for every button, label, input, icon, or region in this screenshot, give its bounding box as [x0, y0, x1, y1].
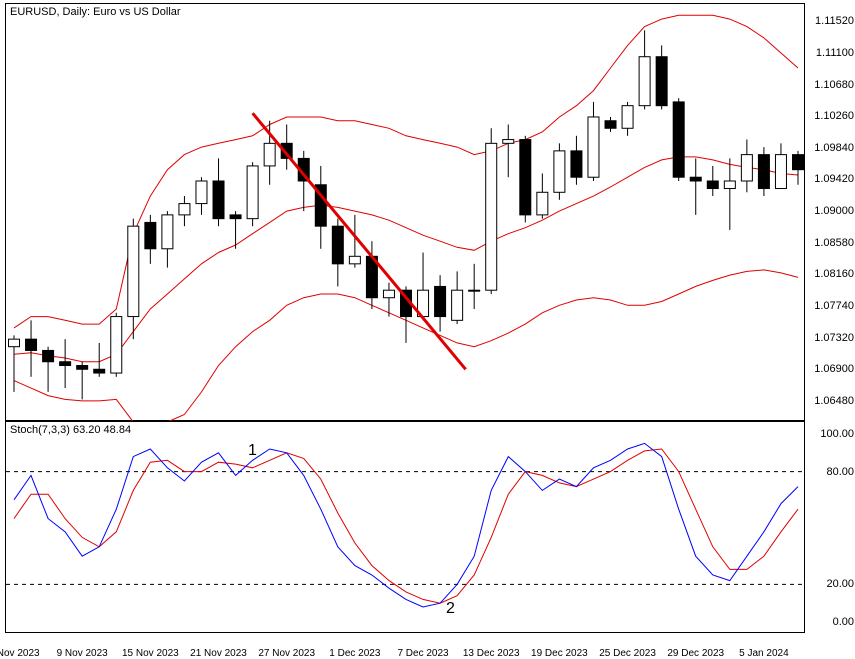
annotation-label: 1	[248, 442, 257, 460]
yaxis-tick-label: 0.00	[833, 616, 854, 628]
yaxis-tick-label: 1.08580	[814, 237, 854, 249]
candle-body	[332, 226, 343, 264]
candle-body	[605, 121, 616, 129]
candle-body	[639, 57, 650, 106]
candle-body	[26, 339, 37, 350]
candle-body	[793, 155, 804, 170]
candle-body	[741, 155, 752, 181]
candle-body	[77, 366, 88, 370]
yaxis-tick-label: 1.09840	[814, 142, 854, 154]
yaxis-tick-label: 100.00	[820, 428, 854, 440]
candle-body	[128, 226, 139, 316]
yaxis-tick-label: 20.00	[826, 578, 854, 590]
candle-body	[724, 181, 735, 189]
yaxis-tick-label: 80.00	[826, 466, 854, 478]
candle-body	[162, 215, 173, 249]
yaxis-tick-label: 1.07320	[814, 332, 854, 344]
yaxis-tick-label: 1.09420	[814, 173, 854, 185]
candle-body	[9, 339, 20, 347]
yaxis-tick-label: 1.11100	[816, 47, 854, 59]
candle-body	[452, 290, 463, 320]
yaxis-tick-label: 1.08160	[814, 268, 854, 280]
candle-body	[486, 143, 497, 290]
candle-body	[707, 181, 718, 189]
candle-body	[758, 155, 769, 189]
price-yaxis: 1.06480 1.06900 1.07320 1.07740 1.08160 1.085…	[806, 4, 854, 420]
yaxis-tick-label: 1.10680	[814, 79, 854, 91]
candle-body	[673, 102, 684, 177]
candle-body	[503, 140, 514, 144]
candle-body	[179, 204, 190, 215]
candle-body	[213, 181, 224, 219]
candle-body	[230, 215, 241, 219]
stoch-d-line	[14, 449, 798, 603]
yaxis-tick-label: 1.09000	[814, 205, 854, 217]
price-chart-title: EURUSD, Daily: Euro vs US Dollar	[10, 6, 181, 18]
candle-body	[60, 362, 71, 366]
candle-body	[520, 140, 531, 215]
candle-body	[196, 181, 207, 204]
candle-body	[43, 350, 54, 361]
candle-body	[435, 286, 446, 316]
price-chart-panel: EURUSD, Daily: Euro vs US Dollar 1.06480…	[5, 3, 805, 421]
candle-body	[383, 290, 394, 298]
candle-body	[94, 369, 105, 373]
stoch-chart-svg	[6, 422, 806, 634]
candle-body	[571, 151, 582, 177]
yaxis-tick-label: 1.11520	[815, 15, 854, 27]
candle-body	[469, 290, 480, 291]
price-chart-svg	[6, 4, 806, 422]
yaxis-tick-label: 1.07740	[814, 300, 854, 312]
candle-body	[554, 151, 565, 192]
yaxis-tick-label: 1.06900	[814, 363, 854, 375]
candle-body	[537, 192, 548, 215]
candle-body	[775, 155, 786, 189]
stoch-yaxis: 0.00 20.00 80.00 100.00	[806, 422, 854, 632]
candle-body	[111, 317, 122, 373]
candle-body	[145, 222, 156, 248]
candle-body	[349, 256, 360, 264]
annotation-label: 2	[446, 600, 455, 618]
yaxis-tick-label: 1.10260	[814, 110, 854, 122]
candle-body	[622, 106, 633, 129]
stoch-k-line	[14, 443, 798, 607]
stoch-chart-title: Stoch(7,3,3) 63.20 48.84	[10, 424, 131, 436]
candle-body	[588, 117, 599, 177]
candle-body	[264, 143, 275, 166]
candle-body	[656, 57, 667, 106]
trend-line	[253, 113, 466, 369]
candle-body	[690, 177, 701, 181]
candle-body	[247, 166, 258, 219]
yaxis-tick-label: 1.06480	[814, 395, 854, 407]
stoch-chart-panel: Stoch(7,3,3) 63.20 48.84 0.0020.0080.001…	[5, 421, 805, 633]
